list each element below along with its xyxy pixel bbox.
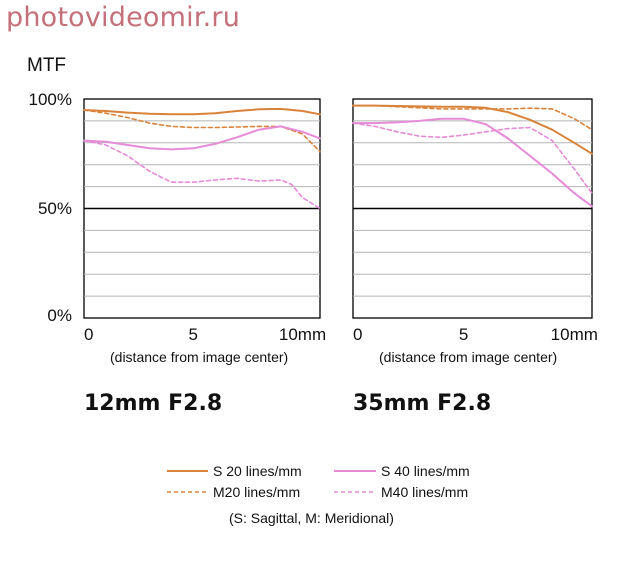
- series-s-40-lines-mm-35mm: [352, 117, 593, 208]
- panel-title-12mm: 12mm F2.8: [84, 391, 222, 416]
- watermark: photovideomir.ru: [6, 2, 241, 33]
- x-tick-label: 5: [459, 325, 468, 344]
- series-m20-lines-mm-35mm: [352, 104, 593, 131]
- legend-s40-label: S 40 lines/mm: [381, 463, 470, 479]
- legend-m20-label: M20 lines/mm: [213, 484, 300, 500]
- x-tick-label: 0: [84, 325, 93, 344]
- x-tick-label: 10mm: [279, 325, 326, 344]
- x-axis-label: (distance from image center): [379, 349, 557, 365]
- series-m40-lines-mm-12mm: [83, 139, 321, 210]
- series-s-20-lines-mm-12mm: [83, 107, 321, 116]
- legend-m40-label: M40 lines/mm: [381, 484, 468, 500]
- series-s-20-lines-mm-35mm: [352, 104, 593, 155]
- panel-title-35mm: 35mm F2.8: [353, 391, 491, 416]
- x-tick-label: 0: [353, 325, 362, 344]
- legend-s20-label: S 20 lines/mm: [213, 463, 302, 479]
- legend: S 20 lines/mm M20 lines/mm S 40 lines/mm…: [167, 463, 470, 526]
- x-tick-label: 10mm: [551, 325, 598, 344]
- x-tick-label: 5: [189, 325, 198, 344]
- series-m40-lines-mm-35mm: [352, 122, 593, 194]
- legend-note: (S: Sagittal, M: Meridional): [229, 510, 394, 526]
- panel-12mm: 0 5 10mm (distance from image center) 0% 50% 1…: [29, 90, 327, 365]
- y-tick-label: 100%: [29, 90, 72, 109]
- series-s-40-lines-mm-12mm: [83, 125, 321, 151]
- y-tick-label: 0%: [47, 306, 72, 325]
- series-m20-lines-mm-12mm: [83, 109, 321, 153]
- mtf-label: MTF: [27, 55, 66, 76]
- x-axis-label: (distance from image center): [110, 349, 288, 365]
- panel-35mm: 0 5 10mm (distance from image center): [352, 98, 598, 365]
- y-tick-label: 50%: [38, 199, 72, 218]
